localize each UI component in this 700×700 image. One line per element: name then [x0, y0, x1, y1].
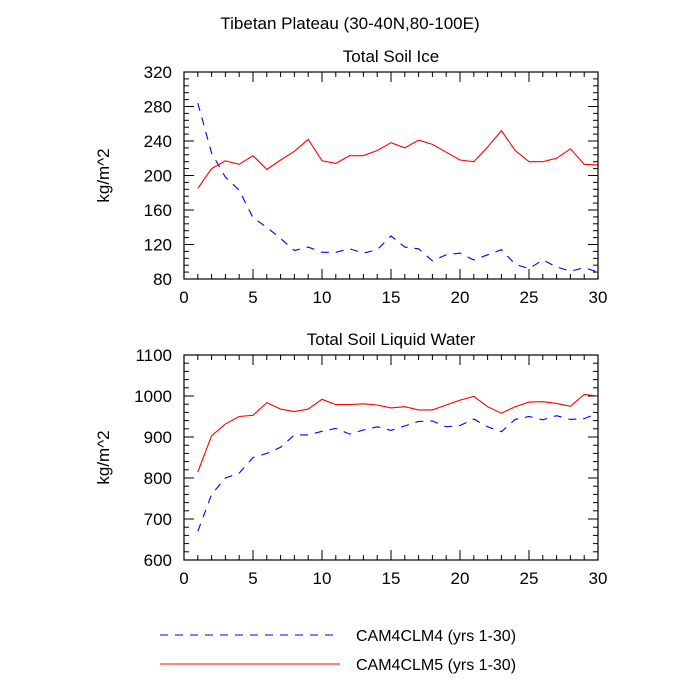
y-tick-label: 900 — [144, 428, 172, 447]
chart-panel-1: Total Soil Ice kg/m^2 0 5 10 15 20 25 30 80 120 160… — [94, 47, 607, 307]
x-tick-label: 0 — [179, 569, 188, 588]
x-tick-label: 30 — [589, 569, 608, 588]
figure-title: Tibetan Plateau (30-40N,80-100E) — [220, 14, 479, 33]
y-tick-label: 1000 — [134, 387, 172, 406]
x-tick-label: 25 — [520, 288, 539, 307]
x-tick-label: 30 — [589, 288, 608, 307]
legend-label-2: CAM4CLM5 (yrs 1-30) — [356, 657, 516, 674]
x-tick-label: 25 — [520, 569, 539, 588]
y-tick-label: 600 — [144, 551, 172, 570]
y-tick-label: 120 — [144, 236, 172, 255]
legend-label-1: CAM4CLM4 (yrs 1-30) — [356, 628, 516, 645]
panel-title: Total Soil Ice — [343, 47, 439, 66]
x-tick-label: 15 — [382, 288, 401, 307]
y-axis-label: kg/m^2 — [94, 430, 113, 484]
chart-panels: Total Soil Ice kg/m^2 0 5 10 15 20 25 30 80 120 160… — [94, 47, 607, 588]
x-tick-label: 5 — [248, 569, 257, 588]
x-tick-label: 5 — [248, 288, 257, 307]
y-tick-label: 1100 — [135, 346, 172, 365]
legend: CAM4CLM4 (yrs 1-30) CAM4CLM5 (yrs 1-30) — [160, 628, 516, 674]
series-line-cam4clm4 — [197, 102, 598, 273]
y-tick-label: 80 — [153, 270, 172, 289]
x-tick-label: 0 — [179, 288, 188, 307]
plot-frame — [183, 354, 599, 561]
y-tick-label: 160 — [144, 201, 172, 220]
series-group — [197, 393, 598, 532]
y-tick-label: 280 — [144, 98, 172, 117]
panel-title: Total Soil Liquid Water — [307, 330, 476, 349]
y-tick-label: 800 — [144, 469, 172, 488]
chart-panel-2: Total Soil Liquid Water kg/m^2 0 5 10 15 20 25 3… — [94, 330, 607, 588]
y-axis-label: kg/m^2 — [94, 148, 113, 202]
x-tick-label: 15 — [382, 569, 401, 588]
x-tick-label: 10 — [313, 569, 332, 588]
plot-frame — [183, 71, 599, 280]
series-group — [197, 102, 598, 273]
y-tick-label: 200 — [144, 167, 172, 186]
x-tick-label: 10 — [313, 288, 332, 307]
x-tick-label: 20 — [451, 569, 470, 588]
series-line-cam4clm4 — [197, 412, 598, 532]
y-tick-label: 240 — [144, 132, 172, 151]
y-tick-label: 700 — [144, 510, 172, 529]
series-line-cam4clm5 — [197, 129, 598, 189]
y-tick-label: 320 — [144, 63, 172, 82]
x-tick-label: 20 — [451, 288, 470, 307]
series-line-cam4clm5 — [197, 393, 598, 473]
